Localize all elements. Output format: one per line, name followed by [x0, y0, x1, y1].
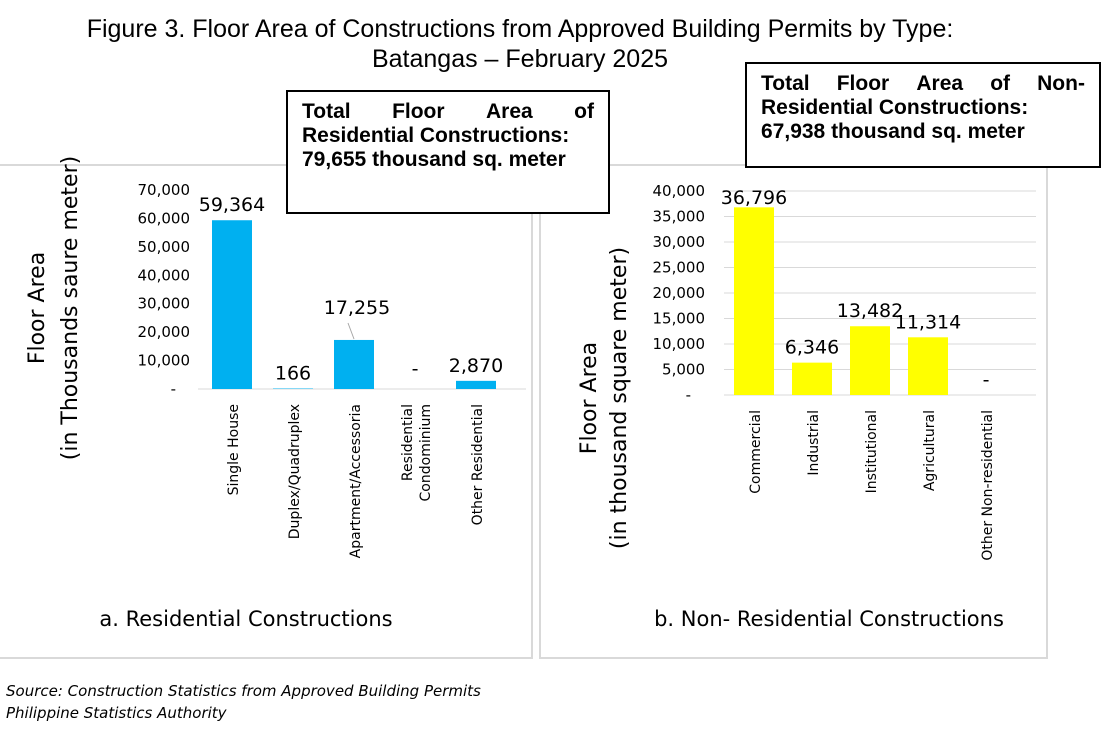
source-note: Source: Construction Statistics from App… [6, 680, 481, 724]
y-tick-label: 40,000 [653, 182, 706, 200]
y-tick-label: 20,000 [138, 323, 191, 341]
figure-title-line1: Figure 3. Floor Area of Constructions fr… [86, 15, 954, 43]
y-axis-title-line1: Floor Area [25, 252, 50, 364]
x-tick-label: Agricultural [922, 410, 938, 491]
non-residential-chart-panel [539, 164, 1048, 659]
callout-word: Area [486, 100, 533, 123]
y-tick-label: 25,000 [653, 259, 706, 277]
non-residential-total-callout-line2: Residential Constructions: [761, 96, 1029, 119]
callout-word: of [990, 72, 1011, 95]
data-label: - [412, 358, 419, 380]
residential-total-callout-line2: Residential Constructions: [302, 124, 570, 147]
data-label: 13,482 [837, 300, 903, 322]
bar [850, 326, 890, 395]
figure-title-line2: Batangas – February 2025 [371, 45, 669, 73]
x-tick-label: Apartment/Accessoria [348, 404, 364, 558]
data-label: 36,796 [721, 187, 787, 209]
x-tick-label: Residential [400, 404, 416, 481]
non-residential-total-callout-line1: Total Floor Area of Non- [761, 72, 1085, 96]
callout-word: Total [302, 100, 351, 123]
data-label: 2,870 [449, 355, 503, 377]
y-tick-label: 10,000 [653, 335, 706, 353]
y-axis-title-line2: (in Thousands saure meter) [58, 156, 83, 460]
y-axis-title-line2: (in thousand square meter) [607, 247, 632, 549]
y-tick-label: 30,000 [653, 233, 706, 251]
data-label: 17,255 [324, 297, 390, 319]
residential-chart-panel [0, 164, 533, 659]
data-label: 166 [275, 363, 311, 385]
non-residential-total-callout: Total Floor Area of Non- Residential Con… [745, 62, 1101, 168]
source-line1: Source: Construction Statistics from App… [6, 682, 481, 700]
y-tick-label: 15,000 [653, 310, 706, 328]
callout-word: Total [761, 72, 810, 95]
chart-subtitle: a. Residential Constructions [99, 607, 392, 631]
callout-word: Floor [392, 100, 445, 123]
x-tick-label: Duplex/Quadruplex [287, 404, 303, 539]
y-axis-title-line1: Floor Area [577, 342, 602, 454]
y-tick-label: 60,000 [138, 209, 191, 227]
data-label: 59,364 [199, 194, 265, 216]
y-tick-label: 20,000 [653, 284, 706, 302]
chart-subtitle: b. Non- Residential Constructions [654, 607, 1004, 631]
non-residential-total-callout-line3: 67,938 thousand sq. meter [761, 120, 1025, 143]
data-label-leader-line [347, 322, 355, 340]
y-tick-label: - [171, 380, 176, 398]
data-label: 11,314 [895, 311, 961, 333]
y-tick-label: 40,000 [138, 266, 191, 284]
x-tick-label: Single House [226, 404, 242, 495]
bar [212, 220, 252, 389]
bar [792, 362, 832, 395]
callout-word: of [574, 100, 594, 123]
callout-word: Floor [836, 72, 890, 95]
x-tick-label: Condominium [418, 404, 434, 501]
y-tick-label: 50,000 [138, 238, 191, 256]
y-tick-label: 10,000 [138, 352, 191, 370]
y-tick-label: 35,000 [653, 208, 706, 226]
data-label: - [983, 369, 990, 391]
callout-word: Non- [1037, 72, 1085, 95]
residential-total-callout: Total Floor Area of Residential Construc… [286, 90, 610, 214]
x-tick-label: Industrial [806, 410, 822, 476]
bar [456, 380, 496, 389]
bar [908, 337, 948, 395]
x-tick-label: Other Residential [470, 404, 486, 525]
bar [334, 339, 374, 389]
y-tick-label: 70,000 [138, 181, 191, 199]
y-tick-label: 30,000 [138, 295, 191, 313]
bar [734, 207, 774, 395]
x-tick-label: Commercial [748, 410, 764, 494]
callout-word: Area [916, 72, 964, 95]
residential-total-callout-line1: Total Floor Area of [302, 100, 594, 124]
x-tick-label: Institutional [864, 410, 880, 493]
data-label: 6,346 [785, 337, 839, 359]
x-tick-label: Other Non-residential [980, 410, 996, 561]
source-line2: Philippine Statistics Authority [6, 704, 227, 722]
y-tick-label: - [686, 386, 691, 404]
residential-total-callout-line3: 79,655 thousand sq. meter [302, 148, 566, 171]
y-tick-label: 5,000 [662, 361, 705, 379]
